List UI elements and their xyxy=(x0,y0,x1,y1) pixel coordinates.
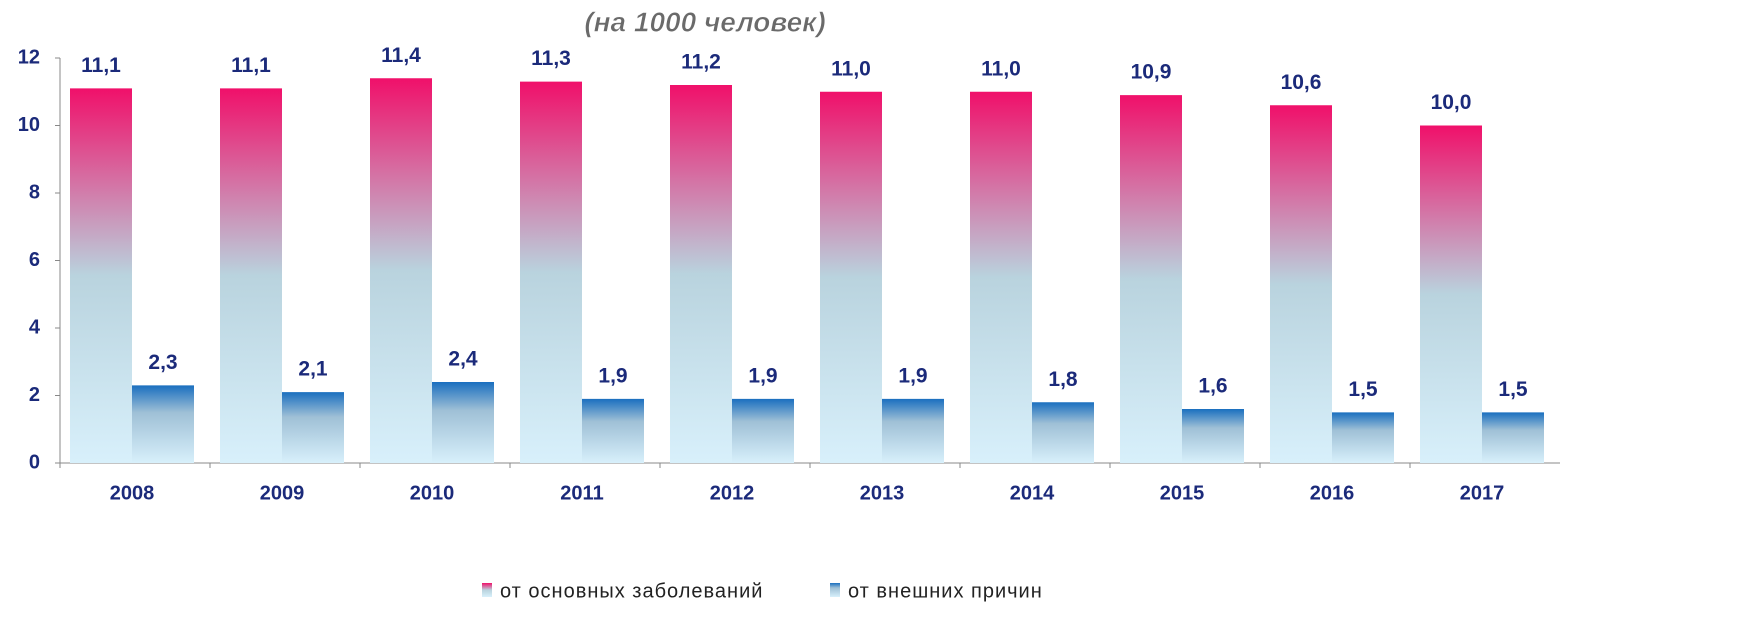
y-tick-label: 0 xyxy=(29,451,40,473)
bar xyxy=(1482,412,1544,463)
legend-label: от основных заболеваний xyxy=(500,580,763,602)
value-label: 11,2 xyxy=(681,51,721,74)
value-label: 10,0 xyxy=(1431,91,1472,114)
legend-marker xyxy=(830,583,840,597)
bar xyxy=(820,91,882,463)
bar xyxy=(1420,125,1482,463)
value-label: 11,0 xyxy=(831,57,871,80)
value-label: 2,3 xyxy=(148,351,177,374)
bar xyxy=(520,81,582,463)
bar xyxy=(370,78,432,463)
bar xyxy=(670,85,732,463)
x-tick-label: 2016 xyxy=(1310,482,1355,504)
value-label: 11,1 xyxy=(231,54,271,77)
legend-label: от внешних причин xyxy=(848,580,1043,602)
y-tick-label: 2 xyxy=(29,384,40,406)
value-label: 10,6 xyxy=(1281,71,1322,94)
value-label: 1,5 xyxy=(1498,378,1528,401)
x-tick-label: 2013 xyxy=(860,482,905,504)
bar xyxy=(1270,105,1332,463)
bar xyxy=(282,392,344,463)
y-tick-label: 10 xyxy=(18,114,40,136)
x-tick-label: 2012 xyxy=(710,482,755,504)
bar xyxy=(1032,402,1094,463)
x-tick-label: 2009 xyxy=(260,482,305,504)
bar xyxy=(1182,409,1244,463)
value-label: 1,6 xyxy=(1198,375,1227,398)
bar xyxy=(220,88,282,463)
bar xyxy=(70,88,132,463)
bar xyxy=(132,385,194,463)
bar xyxy=(432,382,494,463)
x-tick-label: 2014 xyxy=(1010,482,1055,504)
x-tick-label: 2011 xyxy=(560,482,603,504)
value-label: 11,4 xyxy=(381,44,421,67)
bar xyxy=(970,91,1032,463)
value-label: 1,8 xyxy=(1048,368,1078,391)
y-tick-label: 6 xyxy=(29,249,40,271)
bar xyxy=(732,398,794,463)
value-label: 1,9 xyxy=(748,364,777,387)
value-label: 2,1 xyxy=(298,358,328,381)
y-tick-label: 12 xyxy=(18,46,40,68)
value-label: 11,1 xyxy=(81,54,121,77)
x-tick-label: 2010 xyxy=(410,482,455,504)
legend-marker xyxy=(482,583,492,597)
value-label: 1,5 xyxy=(1348,378,1378,401)
value-label: 1,9 xyxy=(898,364,927,387)
x-tick-label: 2008 xyxy=(110,482,155,504)
bar xyxy=(1120,95,1182,463)
chart-title: (на 1000 человек) xyxy=(584,6,825,37)
y-tick-label: 4 xyxy=(29,316,41,338)
bar xyxy=(582,398,644,463)
value-label: 11,3 xyxy=(531,47,571,70)
x-tick-label: 2017 xyxy=(1460,482,1505,504)
bar xyxy=(1332,412,1394,463)
bar xyxy=(882,398,944,463)
value-label: 10,9 xyxy=(1131,61,1172,84)
x-tick-label: 2015 xyxy=(1160,482,1205,504)
value-label: 2,4 xyxy=(448,348,478,371)
value-label: 11,0 xyxy=(981,57,1021,80)
y-tick-label: 8 xyxy=(29,181,40,203)
value-label: 1,9 xyxy=(598,364,627,387)
